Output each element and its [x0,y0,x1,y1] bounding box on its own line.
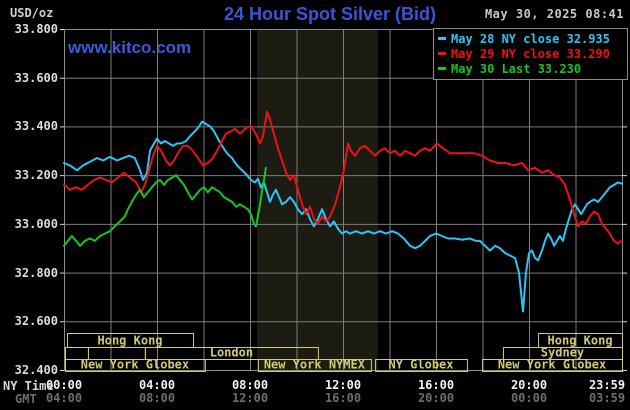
x-tick-gmt: 03:59 [588,391,626,405]
nymex-session-band [256,29,378,370]
session-box [375,359,468,372]
session-label: New York Globex [498,358,606,372]
x-tick-gmt: 20:00 [417,391,455,405]
x-tick-ny: 16:00 [417,378,455,392]
y-tick-label: 32.400 [14,363,58,377]
x-tick-gmt: 00:00 [510,391,548,405]
session-label: New York NYMEX [264,358,366,372]
session-label: Hong Kong [548,334,613,348]
legend-item: May 28 NY close 32.935 [438,31,627,46]
unit-label: USD/oz [10,6,54,20]
datetime-label: May 30, 2025 08:41 [484,7,624,21]
x-tick-gmt: 12:00 [231,391,269,405]
x-tick-ny: 20:00 [510,378,548,392]
session-label: Hong Kong [98,334,163,348]
y-tick-label: 33.600 [14,70,58,85]
legend-item: May 29 NY close 33.290 [438,46,627,61]
x-tick-gmt: 08:00 [138,391,176,405]
session-box [65,359,206,372]
session-box [144,347,319,360]
legend-dash-icon [438,52,446,55]
legend-box: May 28 NY close 32.935 May 29 NY close 33… [433,28,628,80]
kitco-watermark: www.kitco.com [68,38,192,57]
ny-time-row-label: NY Time [3,379,54,393]
legend-label: May 28 NY close 32.935 [451,31,610,46]
x-tick-gmt: 16:00 [324,391,362,405]
y-tick-label: 33.400 [14,119,58,134]
legend-dash-icon [438,37,446,40]
session-label: Sydney [541,346,584,360]
plot-border [64,29,623,371]
y-tick-label: 32.600 [14,314,58,329]
session-box [257,359,372,372]
x-tick-ny: 12:00 [324,378,362,392]
gmt-row-label: GMT [15,392,37,406]
grid-lines [64,29,622,370]
x-tick-ny: 23:59 [588,378,626,392]
y-tick-label: 32.800 [14,265,58,280]
page-title: 24 Hour Spot Silver (Bid) [223,4,437,24]
series-line-may-30 [63,166,267,247]
y-tick-label: 33.000 [14,216,58,231]
session-label: NY Globex [388,358,453,372]
legend-label: May 30 Last 33.230 [451,61,582,76]
session-box [482,359,623,372]
series-line-may-29 [63,110,623,245]
legend-label: May 29 NY close 33.290 [451,46,610,61]
session-label: New York Globex [81,358,189,372]
y-tick-label: 33.200 [14,168,58,183]
session-label: London [210,346,253,360]
legend-item: May 30 Last 33.230 [438,61,627,76]
y-tick-label: 33.800 [14,22,58,36]
x-tick-ny: 08:00 [231,378,269,392]
x-tick-ny: 00:00 [45,378,83,392]
x-tick-gmt: 04:00 [45,391,83,405]
legend-dash-icon [438,67,446,70]
x-tick-ny: 04:00 [138,378,176,392]
series-line-may-28 [63,120,623,313]
